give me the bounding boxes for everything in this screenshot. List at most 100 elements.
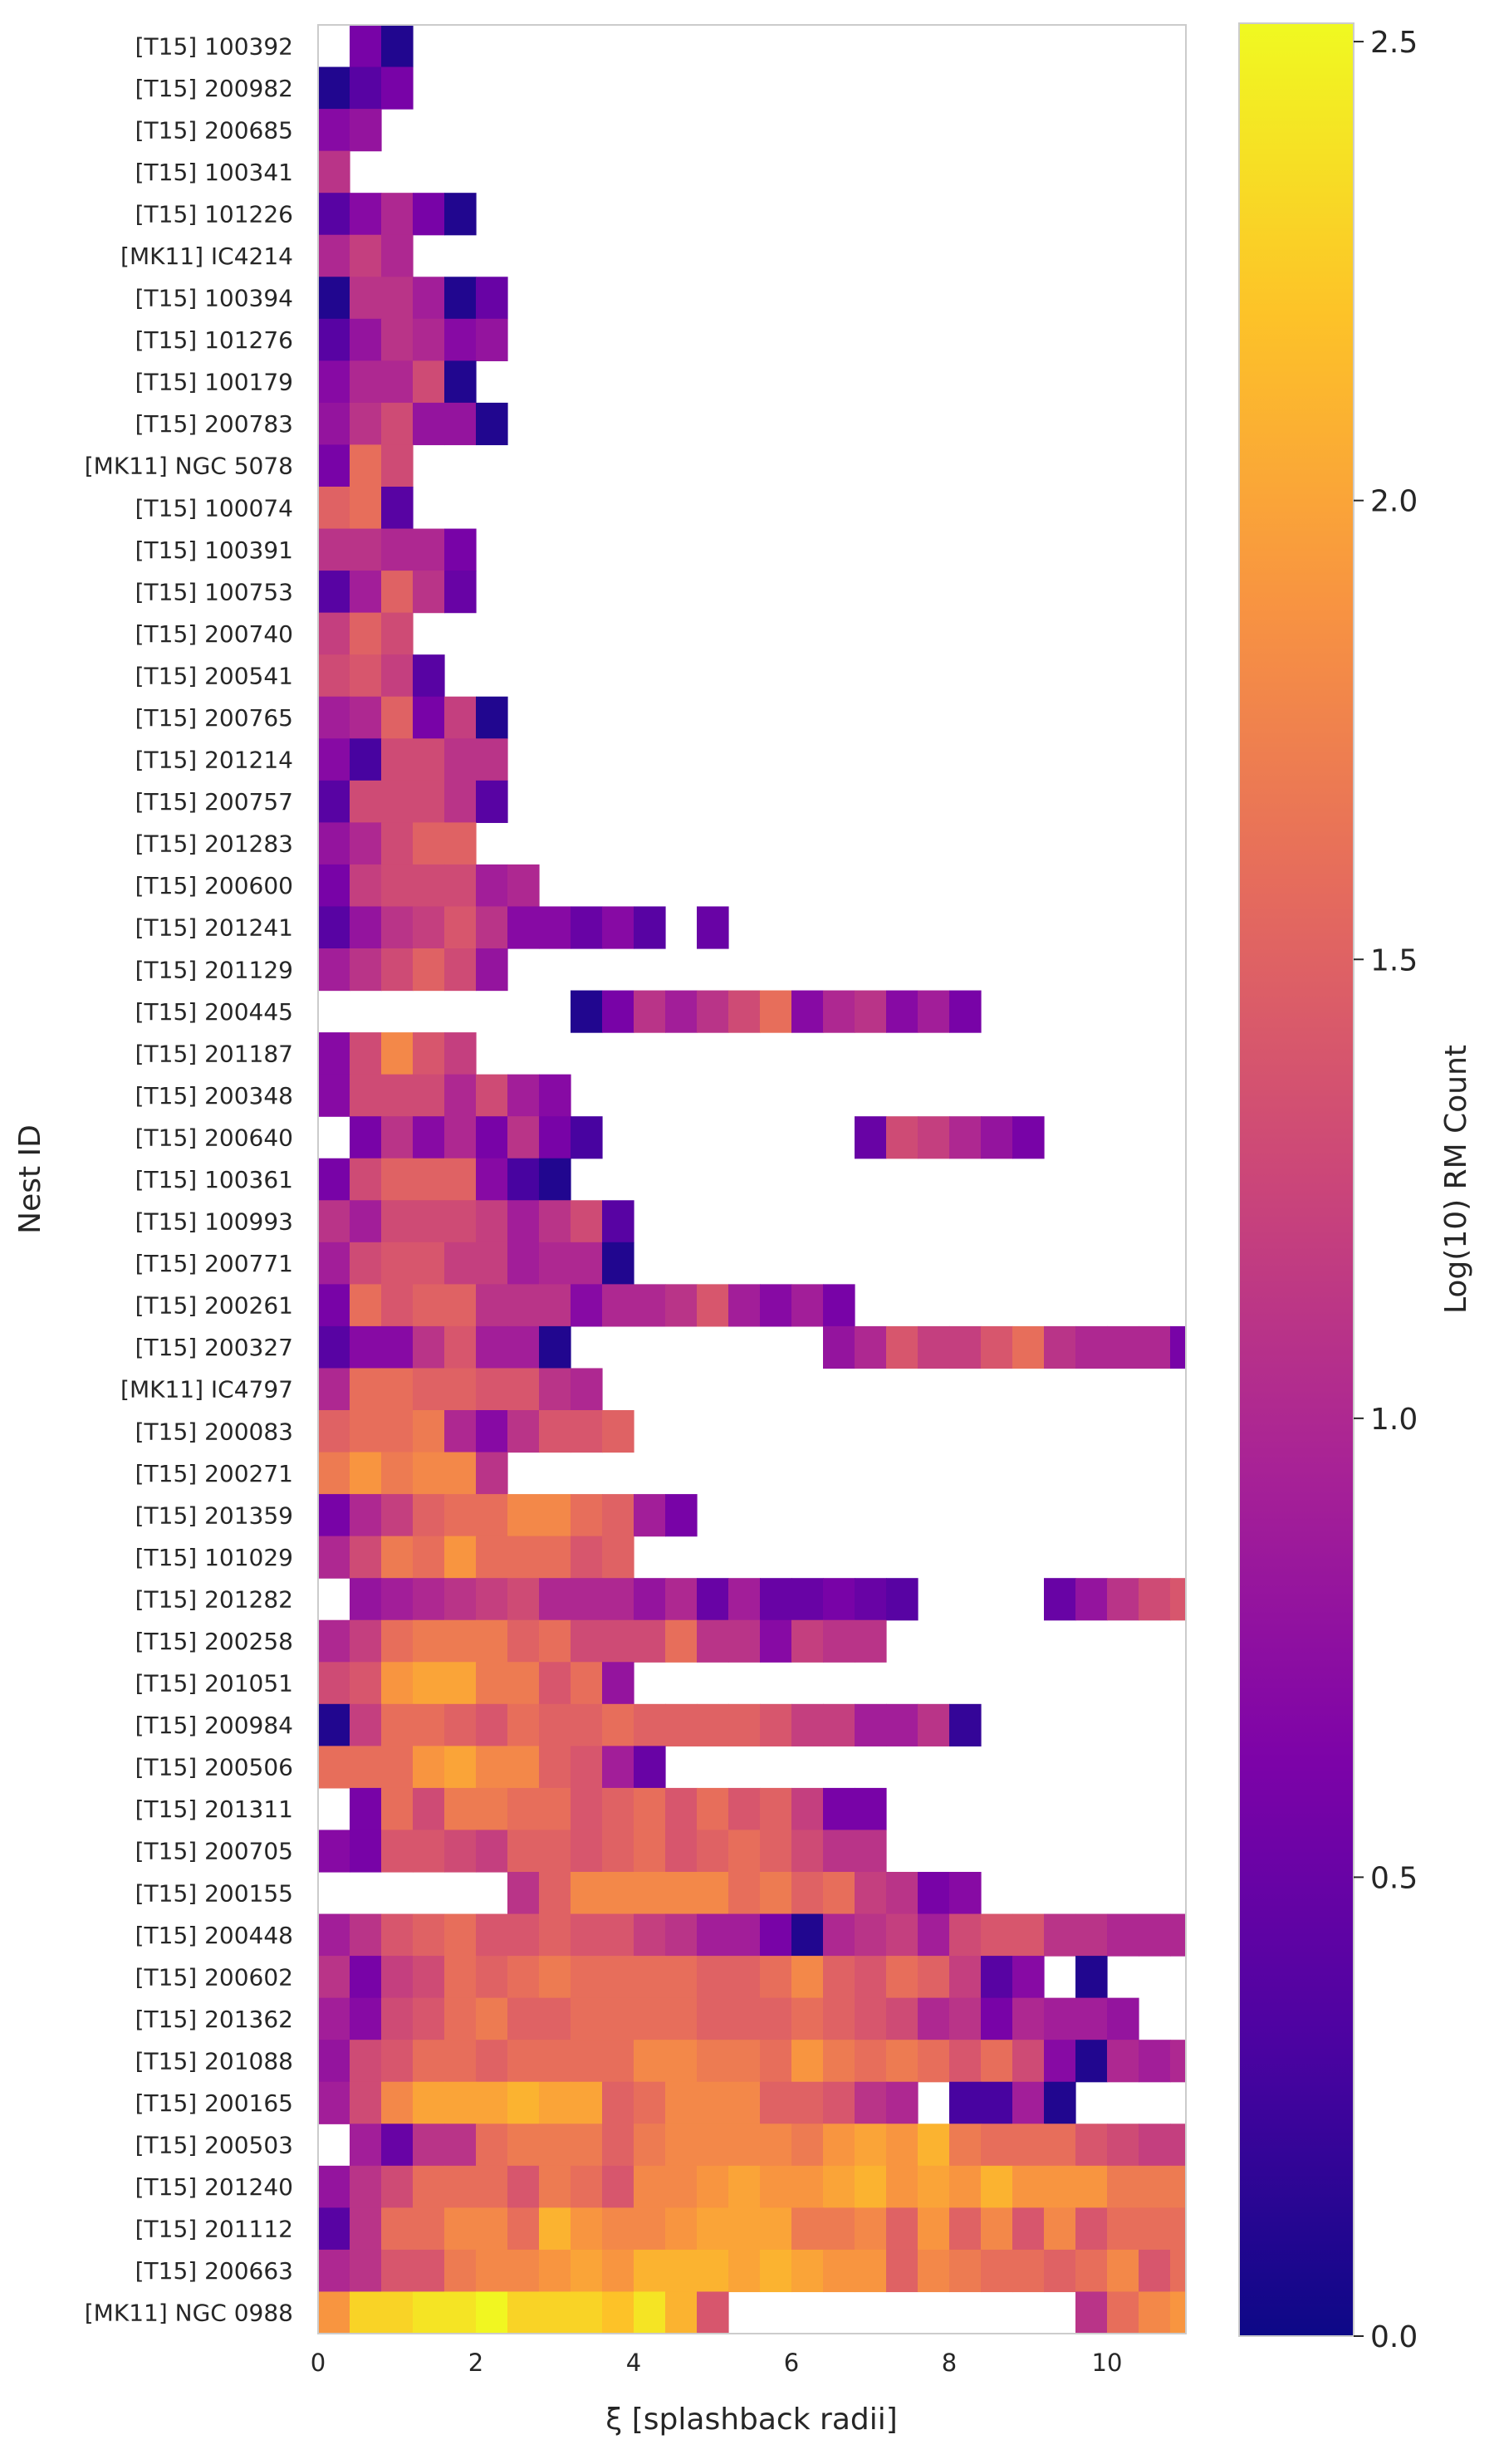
heatmap-cell: [476, 1997, 508, 2040]
heatmap-cell: [760, 1997, 792, 2040]
heatmap-cell: [318, 277, 350, 320]
heatmap-cell: [1170, 2249, 1187, 2293]
heatmap-cell: [381, 2165, 414, 2208]
heatmap-cell: [602, 1536, 634, 1579]
heatmap-cell: [760, 1956, 792, 1999]
y-tick-label: [T15] 100392: [135, 32, 293, 60]
heatmap-cell: [350, 528, 382, 571]
heatmap-cell: [571, 2040, 603, 2083]
heatmap-cell: [1012, 2249, 1045, 2293]
heatmap-cell: [949, 2249, 982, 2293]
heatmap-cell: [697, 1913, 729, 1957]
heatmap-cell: [350, 234, 382, 277]
heatmap-cell: [539, 1536, 571, 1579]
heatmap-cell: [476, 1956, 508, 1999]
heatmap-cell: [602, 2124, 634, 2167]
heatmap-cell: [602, 1913, 634, 1957]
heatmap-cell: [350, 2249, 382, 2293]
heatmap-cell: [634, 2040, 666, 2083]
heatmap-cell: [791, 1997, 824, 2040]
colorbar-tick-label: 0.5: [1370, 1861, 1418, 1895]
heatmap-cell: [602, 1746, 634, 1789]
heatmap-cell: [539, 1619, 571, 1663]
heatmap-cell: [634, 1913, 666, 1957]
heatmap-cell: [981, 2207, 1013, 2251]
heatmap-cell: [444, 864, 477, 908]
heatmap-cell: [507, 1830, 540, 1873]
heatmap-cell: [350, 444, 382, 487]
heatmap-cell: [413, 193, 445, 236]
y-tick-label: [T15] 200448: [135, 1922, 293, 1949]
heatmap-cell: [381, 780, 414, 823]
y-tick-label: [T15] 100993: [135, 1208, 293, 1236]
heatmap-cell: [381, 2207, 414, 2251]
heatmap-cell: [665, 1578, 698, 1621]
y-tick-label: [T15] 201112: [135, 2216, 293, 2243]
heatmap-cell: [1012, 1956, 1045, 1999]
heatmap-cell: [350, 487, 382, 530]
heatmap-cell: [697, 2040, 729, 2083]
heatmap-cell: [350, 1830, 382, 1873]
heatmap-cell: [444, 571, 477, 614]
heatmap-cell: [444, 1536, 477, 1579]
heatmap-cell: [318, 1494, 350, 1537]
heatmap-cell: [602, 1662, 634, 1705]
heatmap-cell: [571, 1997, 603, 2040]
heatmap-cell: [476, 1158, 508, 1201]
heatmap-cell: [602, 2165, 634, 2208]
heatmap-cell: [1107, 2249, 1139, 2293]
heatmap-cell: [539, 1703, 571, 1746]
heatmap-cell: [444, 2040, 477, 2083]
heatmap-cell: [413, 2040, 445, 2083]
y-tick-label: [T15] 100394: [135, 285, 293, 312]
heatmap-cell: [381, 1284, 414, 1327]
heatmap-cell: [381, 25, 414, 68]
heatmap-cell: [444, 738, 477, 781]
heatmap-cell: [318, 528, 350, 571]
heatmap-cell: [855, 2124, 887, 2167]
y-tick-label: [T15] 200165: [135, 2089, 293, 2117]
heatmap-cell: [381, 738, 414, 781]
heatmap-cell: [1139, 1325, 1171, 1369]
heatmap-cell: [413, 2291, 445, 2334]
heatmap-cell: [697, 1703, 729, 1746]
heatmap-cell: [318, 2291, 350, 2334]
heatmap-cell: [981, 1325, 1013, 1369]
heatmap-cell: [318, 738, 350, 781]
colorbar-ticks: 0.0 0.5 1.0 1.5 2.0 2.5: [1354, 26, 1418, 2354]
heatmap-cell: [634, 906, 666, 949]
heatmap-cell: [350, 25, 382, 68]
heatmap-cell: [571, 1619, 603, 1663]
heatmap-cell: [318, 780, 350, 823]
heatmap-cell: [1107, 1997, 1139, 2040]
heatmap-cell: [413, 2124, 445, 2167]
heatmap-cell: [413, 1200, 445, 1243]
heatmap-cell: [350, 277, 382, 320]
heatmap-cell: [697, 1787, 729, 1831]
y-tick-label: [T15] 201359: [135, 1501, 293, 1529]
heatmap-cell: [318, 1242, 350, 1285]
heatmap-cell: [413, 948, 445, 992]
heatmap-cell: [350, 2081, 382, 2124]
heatmap-cell: [634, 2291, 666, 2334]
heatmap-cell: [1012, 2165, 1045, 2208]
heatmap-cell: [350, 864, 382, 908]
heatmap-cell: [1044, 2040, 1076, 2083]
heatmap-cell: [507, 1116, 540, 1159]
heatmap-cell: [444, 2207, 477, 2251]
heatmap-cell: [981, 2249, 1013, 2293]
heatmap-cell: [350, 780, 382, 823]
colorbar-tick-label: 2.5: [1370, 26, 1418, 60]
heatmap-cell: [507, 2249, 540, 2293]
heatmap-cell: [602, 1200, 634, 1243]
heatmap-cell: [697, 1830, 729, 1873]
heatmap-cell: [665, 2040, 698, 2083]
y-tick-label: [T15] 201311: [135, 1795, 293, 1823]
heatmap-cell: [444, 1619, 477, 1663]
colorbar-label: Log(10) RM Count: [1439, 1045, 1473, 1314]
heatmap-cell: [539, 1325, 571, 1369]
heatmap-cell: [539, 2081, 571, 2124]
heatmap-cell: [886, 990, 919, 1033]
heatmap-cell: [1044, 2124, 1076, 2167]
heatmap-cell: [855, 1578, 887, 1621]
